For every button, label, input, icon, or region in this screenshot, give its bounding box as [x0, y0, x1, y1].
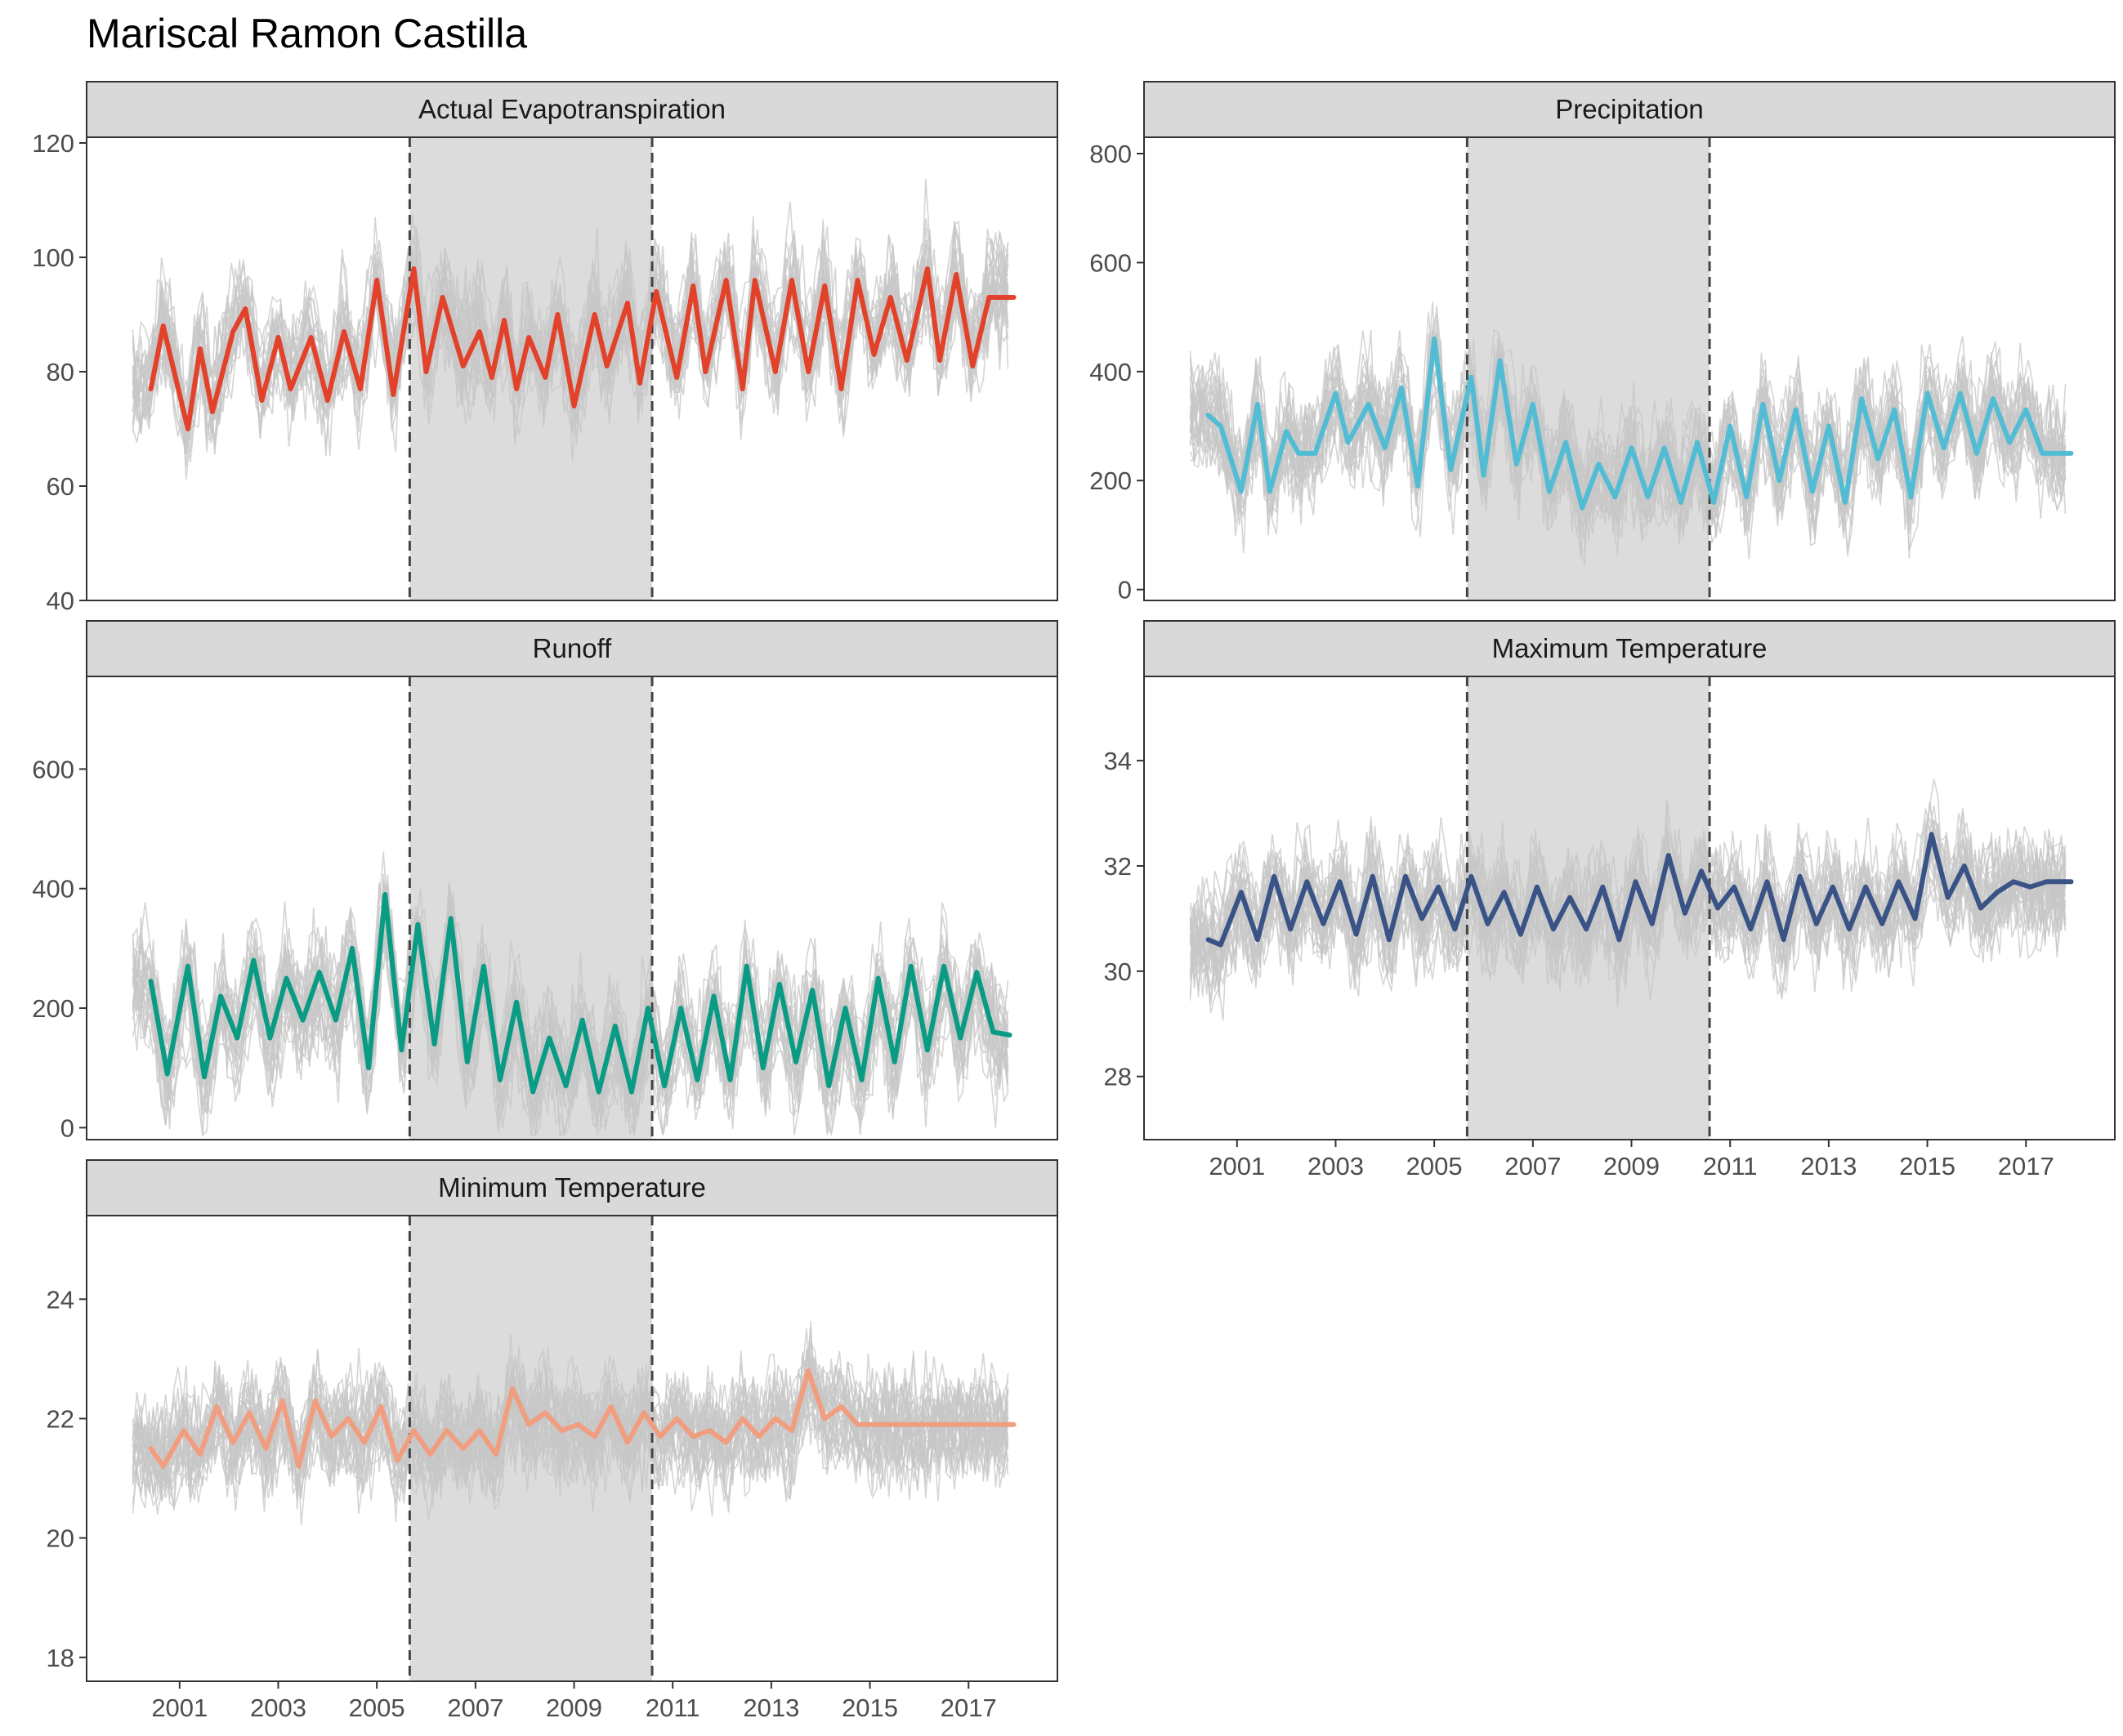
y-tick-label: 400 — [32, 875, 74, 904]
ensemble-line — [132, 919, 1009, 1136]
panel-border — [1143, 676, 2116, 1140]
y-tick-label: 22 — [47, 1404, 74, 1433]
panel-runoff: Runoff 0 200 400 600 — [32, 620, 1058, 1142]
ensemble-line — [1189, 837, 2067, 993]
ensemble-line — [132, 1374, 1009, 1492]
ensemble-line — [1189, 852, 2067, 1007]
y-tick-label: 120 — [32, 129, 74, 158]
strip-maximum-temperature — [1143, 620, 2116, 677]
series-line-maximum-temperature — [1205, 832, 2074, 948]
x-tick-label: 2011 — [1703, 1152, 1758, 1180]
panel-border — [86, 1215, 1058, 1682]
x-tick-label: 2013 — [1800, 1152, 1857, 1180]
y-tick-label: 24 — [47, 1285, 74, 1314]
x-tick-label: 2001 — [151, 1694, 208, 1722]
x-tick-label: 2005 — [1406, 1152, 1463, 1180]
x-tick-label: 2015 — [1899, 1152, 1955, 1180]
panel-precipitation: Precipitation 0 200 400 600 800 — [1089, 81, 2116, 605]
strip-label-minimum-temperature: Minimum Temperature — [438, 1172, 706, 1203]
y-tick-label: 600 — [32, 755, 74, 783]
strip-precipitation — [1143, 81, 2116, 138]
y-tick-label: 34 — [1104, 747, 1132, 775]
y-tick-label: 30 — [1104, 957, 1132, 986]
x-tick-label: 2017 — [941, 1694, 997, 1722]
strip-label-maximum-temperature: Maximum Temperature — [1492, 633, 1768, 663]
x-tick-label: 2009 — [546, 1694, 602, 1722]
x-tick-label: 2005 — [349, 1694, 405, 1722]
ensemble-line — [132, 1351, 1009, 1489]
y-tick-label: 0 — [60, 1113, 74, 1142]
panel-minimum-temperature: Minimum Temperature 18 20 22 24 2001 2003 2005 2… — [47, 1159, 1058, 1722]
panel-maximum-temperature: Maximum Temperature 28 30 32 34 2001 2003 2005 2… — [1104, 620, 2116, 1180]
ensemble-line — [132, 179, 1009, 416]
panel-border — [1143, 136, 2116, 601]
ensemble-line — [1189, 329, 2067, 519]
page-title: Mariscal Ramon Castilla — [87, 11, 528, 56]
x-tick-label: 2001 — [1209, 1152, 1265, 1180]
strip-actual-evapotranspiration — [86, 81, 1058, 138]
y-tick-label: 60 — [47, 472, 74, 501]
series-line-actual-evapotranspiration — [148, 266, 1017, 431]
y-tick-label: 28 — [1104, 1063, 1132, 1091]
y-tick-label: 600 — [1089, 248, 1132, 277]
y-tick-label: 40 — [47, 587, 74, 615]
y-tick-label: 100 — [32, 243, 74, 272]
x-tick-label: 2007 — [447, 1694, 503, 1722]
series-line-precipitation — [1205, 336, 2074, 511]
y-tick-label: 18 — [47, 1644, 74, 1672]
x-tick-label: 2007 — [1504, 1152, 1561, 1180]
y-tick-label: 200 — [32, 994, 74, 1023]
x-tick-label: 2017 — [1998, 1152, 2054, 1180]
x-tick-label: 2009 — [1603, 1152, 1660, 1180]
panel-border — [86, 136, 1058, 601]
strip-minimum-temperature — [86, 1159, 1058, 1216]
x-tick-label: 2013 — [743, 1694, 799, 1722]
panel-border — [86, 676, 1058, 1140]
x-tick-label: 2011 — [646, 1694, 700, 1722]
ensemble-line — [132, 884, 1009, 1101]
x-tick-label: 2015 — [842, 1694, 898, 1722]
y-tick-label: 0 — [1118, 576, 1132, 605]
y-tick-label: 32 — [1104, 852, 1132, 881]
x-tick-label: 2003 — [1307, 1152, 1364, 1180]
y-tick-label: 20 — [47, 1524, 74, 1553]
y-tick-label: 80 — [47, 358, 74, 386]
y-tick-label: 200 — [1089, 466, 1132, 495]
strip-label-actual-evapotranspiration: Actual Evapotranspiration — [418, 94, 726, 124]
x-tick-label: 2003 — [250, 1694, 306, 1722]
strip-runoff — [86, 620, 1058, 677]
y-tick-label: 800 — [1089, 140, 1132, 168]
panel-actual-evapotranspiration: Actual Evapotranspiration 40 60 80 100 120 — [32, 81, 1058, 615]
strip-label-precipitation: Precipitation — [1555, 94, 1704, 124]
series-line-runoff — [148, 892, 1012, 1095]
strip-label-runoff: Runoff — [533, 633, 612, 663]
ensemble-line — [132, 1327, 1009, 1499]
series-line-minimum-temperature — [148, 1368, 1017, 1469]
ensemble-line — [132, 927, 1009, 1137]
y-tick-label: 400 — [1089, 358, 1132, 386]
ensemble-line — [1189, 779, 2067, 963]
